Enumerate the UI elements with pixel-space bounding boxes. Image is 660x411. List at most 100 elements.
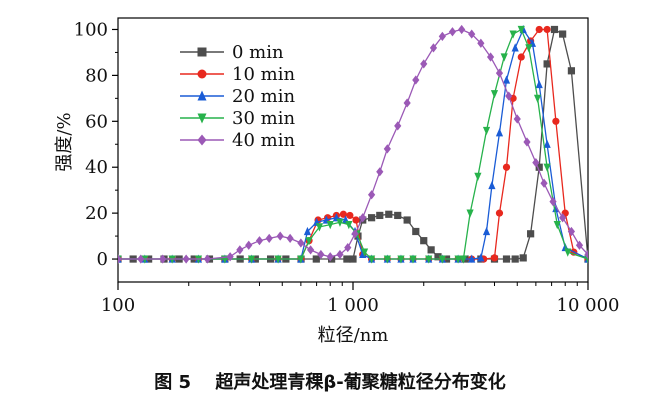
plot-frame bbox=[117, 17, 589, 283]
legend-item: 0 min bbox=[180, 42, 284, 63]
data-point bbox=[368, 214, 376, 222]
data-point bbox=[297, 255, 305, 264]
data-point bbox=[394, 211, 402, 220]
data-point bbox=[349, 255, 357, 263]
data-point bbox=[397, 255, 405, 264]
data-point bbox=[409, 255, 417, 264]
data-point bbox=[425, 255, 433, 264]
data-point bbox=[159, 254, 167, 264]
data-point bbox=[306, 245, 315, 255]
legend-item: 40 min bbox=[180, 130, 295, 151]
data-point bbox=[336, 249, 344, 260]
data-point bbox=[482, 126, 491, 136]
data-point bbox=[523, 137, 531, 147]
axes: 100 1 000 10 000 0 20 40 60 80 100 bbox=[74, 17, 619, 316]
data-point bbox=[535, 79, 543, 89]
data-point bbox=[247, 255, 256, 264]
data-point bbox=[517, 53, 525, 61]
data-point bbox=[502, 255, 511, 263]
data-point bbox=[343, 255, 351, 263]
series-40-min bbox=[118, 24, 588, 264]
data-point bbox=[500, 53, 508, 62]
legend-label: 40 min bbox=[232, 130, 295, 151]
data-point bbox=[226, 252, 234, 262]
data-point bbox=[495, 128, 504, 137]
data-point bbox=[490, 90, 499, 99]
data-point bbox=[286, 233, 294, 243]
data-point bbox=[360, 248, 369, 257]
data-point bbox=[197, 113, 207, 124]
data-point bbox=[326, 252, 334, 262]
data-point bbox=[486, 52, 495, 62]
data-point bbox=[236, 245, 244, 255]
data-point bbox=[448, 27, 457, 37]
legend-label: 0 min bbox=[232, 42, 284, 63]
data-point bbox=[383, 255, 391, 264]
data-point bbox=[477, 38, 485, 48]
data-point bbox=[412, 75, 420, 85]
data-point bbox=[543, 25, 551, 34]
data-point bbox=[245, 240, 253, 250]
legend-item: 30 min bbox=[180, 108, 295, 129]
data-point bbox=[359, 213, 367, 223]
legend-label: 30 min bbox=[232, 108, 295, 129]
data-point bbox=[477, 253, 485, 262]
data-point bbox=[550, 25, 559, 34]
data-point bbox=[559, 30, 567, 38]
data-point bbox=[368, 190, 376, 200]
data-point bbox=[137, 254, 145, 264]
data-point bbox=[118, 254, 122, 264]
figure-caption: 图 5 超声处理青稞β-葡聚糖粒径分布变化 bbox=[154, 372, 506, 393]
data-point bbox=[383, 144, 391, 154]
data-point bbox=[429, 43, 438, 53]
data-point bbox=[303, 226, 312, 236]
data-point bbox=[535, 163, 543, 171]
data-point bbox=[543, 139, 551, 148]
series-line bbox=[118, 28, 588, 260]
y-tick-label: 0 bbox=[97, 249, 108, 270]
data-point bbox=[540, 178, 548, 188]
legend-label: 20 min bbox=[232, 86, 295, 107]
x-axis-label: 粒径/nm bbox=[318, 325, 389, 346]
data-point bbox=[517, 25, 525, 35]
data-point bbox=[345, 221, 353, 230]
data-point bbox=[346, 211, 354, 220]
data-point bbox=[559, 213, 567, 223]
data-point bbox=[265, 233, 273, 243]
legend-item: 10 min bbox=[180, 64, 295, 85]
data-point bbox=[255, 236, 264, 246]
data-point bbox=[197, 90, 207, 101]
data-point bbox=[312, 255, 320, 263]
data-point bbox=[533, 94, 542, 103]
data-point bbox=[584, 249, 588, 260]
data-point bbox=[197, 47, 207, 57]
data-point bbox=[403, 216, 411, 224]
data-point bbox=[339, 210, 347, 218]
data-point bbox=[466, 209, 474, 218]
data-point bbox=[376, 167, 384, 177]
data-point bbox=[326, 221, 334, 230]
data-point bbox=[458, 24, 466, 35]
series-line bbox=[118, 28, 588, 260]
legend-item: 20 min bbox=[180, 86, 295, 107]
data-point bbox=[197, 69, 207, 79]
x-tick-label: 100 bbox=[101, 295, 135, 316]
y-tick-label: 60 bbox=[85, 111, 108, 132]
data-point bbox=[468, 29, 476, 39]
data-point bbox=[575, 240, 584, 250]
data-point bbox=[197, 134, 207, 146]
data-point bbox=[527, 230, 535, 238]
data-point bbox=[412, 227, 420, 236]
series-line bbox=[118, 28, 588, 260]
data-point bbox=[420, 59, 428, 69]
y-tick-label: 40 bbox=[85, 157, 108, 178]
data-point bbox=[182, 254, 190, 264]
data-point bbox=[203, 254, 211, 264]
data-point bbox=[532, 158, 540, 168]
data-point bbox=[490, 254, 499, 262]
data-point bbox=[502, 163, 511, 171]
data-point bbox=[368, 255, 376, 264]
data-point bbox=[420, 237, 428, 245]
data-point bbox=[274, 255, 282, 264]
